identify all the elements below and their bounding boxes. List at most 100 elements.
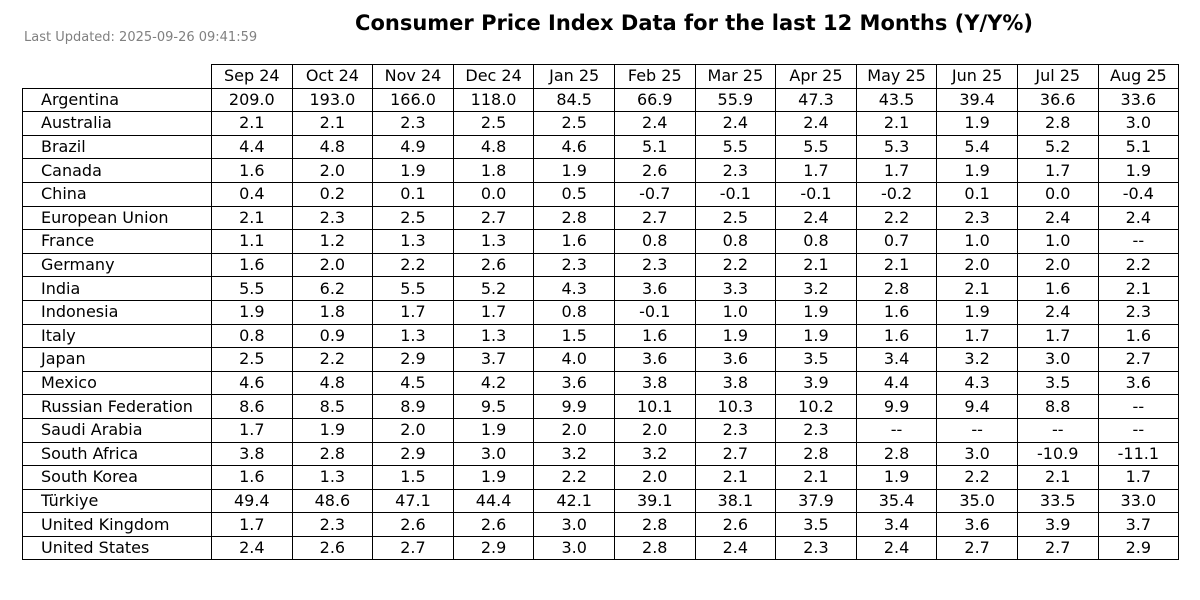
table-cell: -10.9 <box>1016 441 1099 467</box>
row-label: Türkiye <box>22 488 212 514</box>
column-header: Jun 25 <box>936 64 1018 89</box>
table-cell: 1.9 <box>936 111 1018 136</box>
table-cell: 0.8 <box>613 229 696 254</box>
row-label: South Korea <box>22 465 212 490</box>
table-cell: -0.1 <box>613 299 696 325</box>
table-cell: 9.9 <box>533 394 615 419</box>
table-cell: 3.0 <box>533 535 615 561</box>
table-cell: 2.1 <box>855 111 938 136</box>
table-cell: 2.5 <box>452 111 535 136</box>
table-cell: 47.1 <box>372 488 454 514</box>
table-cell: 1.7 <box>1097 465 1180 490</box>
table-cell: 3.7 <box>452 347 535 372</box>
table-cell: 3.6 <box>533 370 615 396</box>
table-cell: 2.6 <box>452 252 535 278</box>
table-cell: 1.0 <box>1016 229 1099 254</box>
row-label: France <box>22 229 212 254</box>
table-cell: 4.9 <box>372 134 454 160</box>
table-cell: 2.4 <box>1097 205 1180 231</box>
table-cell: 2.2 <box>1097 252 1180 278</box>
table-cell: 5.3 <box>855 134 938 160</box>
table-cell: 4.6 <box>211 370 293 396</box>
table-cell: 2.8 <box>291 441 374 467</box>
column-header: Dec 24 <box>452 64 535 89</box>
table-cell: 2.1 <box>694 465 777 490</box>
table-cell: 118.0 <box>452 87 535 113</box>
table-cell: 3.0 <box>452 441 535 467</box>
table-cell: 4.8 <box>291 370 374 396</box>
table-cell: 5.5 <box>372 276 454 301</box>
table-cell: 3.6 <box>613 276 696 301</box>
table-cell: 3.8 <box>211 441 293 467</box>
table-cell: 0.8 <box>775 229 857 254</box>
table-cell: 0.9 <box>291 323 374 349</box>
table-cell: 1.9 <box>1097 158 1180 183</box>
row-label: European Union <box>22 205 212 231</box>
table-cell: 2.1 <box>211 205 293 231</box>
table-cell: 2.4 <box>855 535 938 561</box>
table-cell: 2.0 <box>936 252 1018 278</box>
table-cell: 1.0 <box>936 229 1018 254</box>
table-cell: 43.5 <box>855 87 938 113</box>
table-row: Canada 1.6 2.0 1.9 1.8 1.9 2.6 2.3 1.7 1.7 1.9 1.7 1… <box>22 158 1180 183</box>
table-cell: 0.8 <box>694 229 777 254</box>
table-cell: 1.3 <box>452 229 535 254</box>
table-row: South Africa 3.8 2.8 2.9 3.0 3.2 3.2 2.7 2.8 2.8 3… <box>22 441 1180 467</box>
row-label: South Africa <box>22 441 212 467</box>
table-cell: 1.9 <box>855 465 938 490</box>
row-label: Argentina <box>22 87 212 113</box>
table-cell: 1.7 <box>936 323 1018 349</box>
table-cell: 2.5 <box>372 205 454 231</box>
table-cell: 3.6 <box>1097 370 1180 396</box>
table-cell: 1.9 <box>452 417 535 443</box>
table-cell: 2.7 <box>936 535 1018 561</box>
table-cell: 1.7 <box>1016 158 1099 183</box>
table-cell: 1.6 <box>1016 276 1099 301</box>
table-cell: 35.0 <box>936 488 1018 514</box>
table-row: Italy 0.8 0.9 1.3 1.3 1.5 1.6 1.9 1.9 1.6 1.7 1.7 1.… <box>22 323 1180 349</box>
table-cell: 5.1 <box>613 134 696 160</box>
table-cell: 8.8 <box>1016 394 1099 419</box>
table-cell: 8.5 <box>291 394 374 419</box>
column-header: Aug 25 <box>1097 64 1180 89</box>
table-cell: 4.8 <box>291 134 374 160</box>
table-cell: 5.2 <box>1016 134 1099 160</box>
table-cell: 37.9 <box>775 488 857 514</box>
table-cell: 2.1 <box>211 111 293 136</box>
table-row: Germany 1.6 2.0 2.2 2.6 2.3 2.3 2.2 2.1 2.1 2.0 2.0… <box>22 252 1180 278</box>
table-cell: 2.7 <box>613 205 696 231</box>
table-cell: 39.4 <box>936 87 1018 113</box>
table-cell: 3.9 <box>1016 512 1099 537</box>
table-cell: 5.2 <box>452 276 535 301</box>
table-cell: -0.2 <box>855 181 938 207</box>
table-cell: 1.6 <box>211 252 293 278</box>
row-label: United Kingdom <box>22 512 212 537</box>
table-cell: 3.3 <box>694 276 777 301</box>
table-cell: 1.7 <box>775 158 857 183</box>
table-cell: 2.6 <box>372 512 454 537</box>
table-cell: 4.6 <box>533 134 615 160</box>
table-cell: 47.3 <box>775 87 857 113</box>
table-cell: 1.8 <box>291 299 374 325</box>
table-cell: 2.7 <box>1097 347 1180 372</box>
table-cell: 9.5 <box>452 394 535 419</box>
table-cell: 2.3 <box>936 205 1018 231</box>
table-cell: 2.8 <box>613 535 696 561</box>
table-cell: 2.1 <box>775 465 857 490</box>
table-row: Mexico 4.6 4.8 4.5 4.2 3.6 3.8 3.8 3.9 4.4 4.3 3.5 3… <box>22 370 1180 396</box>
table-cell: 10.1 <box>613 394 696 419</box>
table-cell: 3.8 <box>613 370 696 396</box>
column-header: Oct 24 <box>291 64 374 89</box>
row-label: Mexico <box>22 370 212 396</box>
table-cell: 33.6 <box>1097 87 1180 113</box>
table-cell: 2.6 <box>291 535 374 561</box>
column-header: Jul 25 <box>1016 64 1099 89</box>
table-cell: 1.3 <box>372 229 454 254</box>
table-cell: 1.6 <box>1097 323 1180 349</box>
table-cell: 3.2 <box>936 347 1018 372</box>
table-cell: 2.4 <box>613 111 696 136</box>
table-row: Argentina 209.0 193.0 166.0 118.0 84.5 66.9 55.… <box>22 87 1180 113</box>
table-cell: -- <box>855 417 938 443</box>
row-label: Germany <box>22 252 212 278</box>
table-cell: 0.0 <box>452 181 535 207</box>
